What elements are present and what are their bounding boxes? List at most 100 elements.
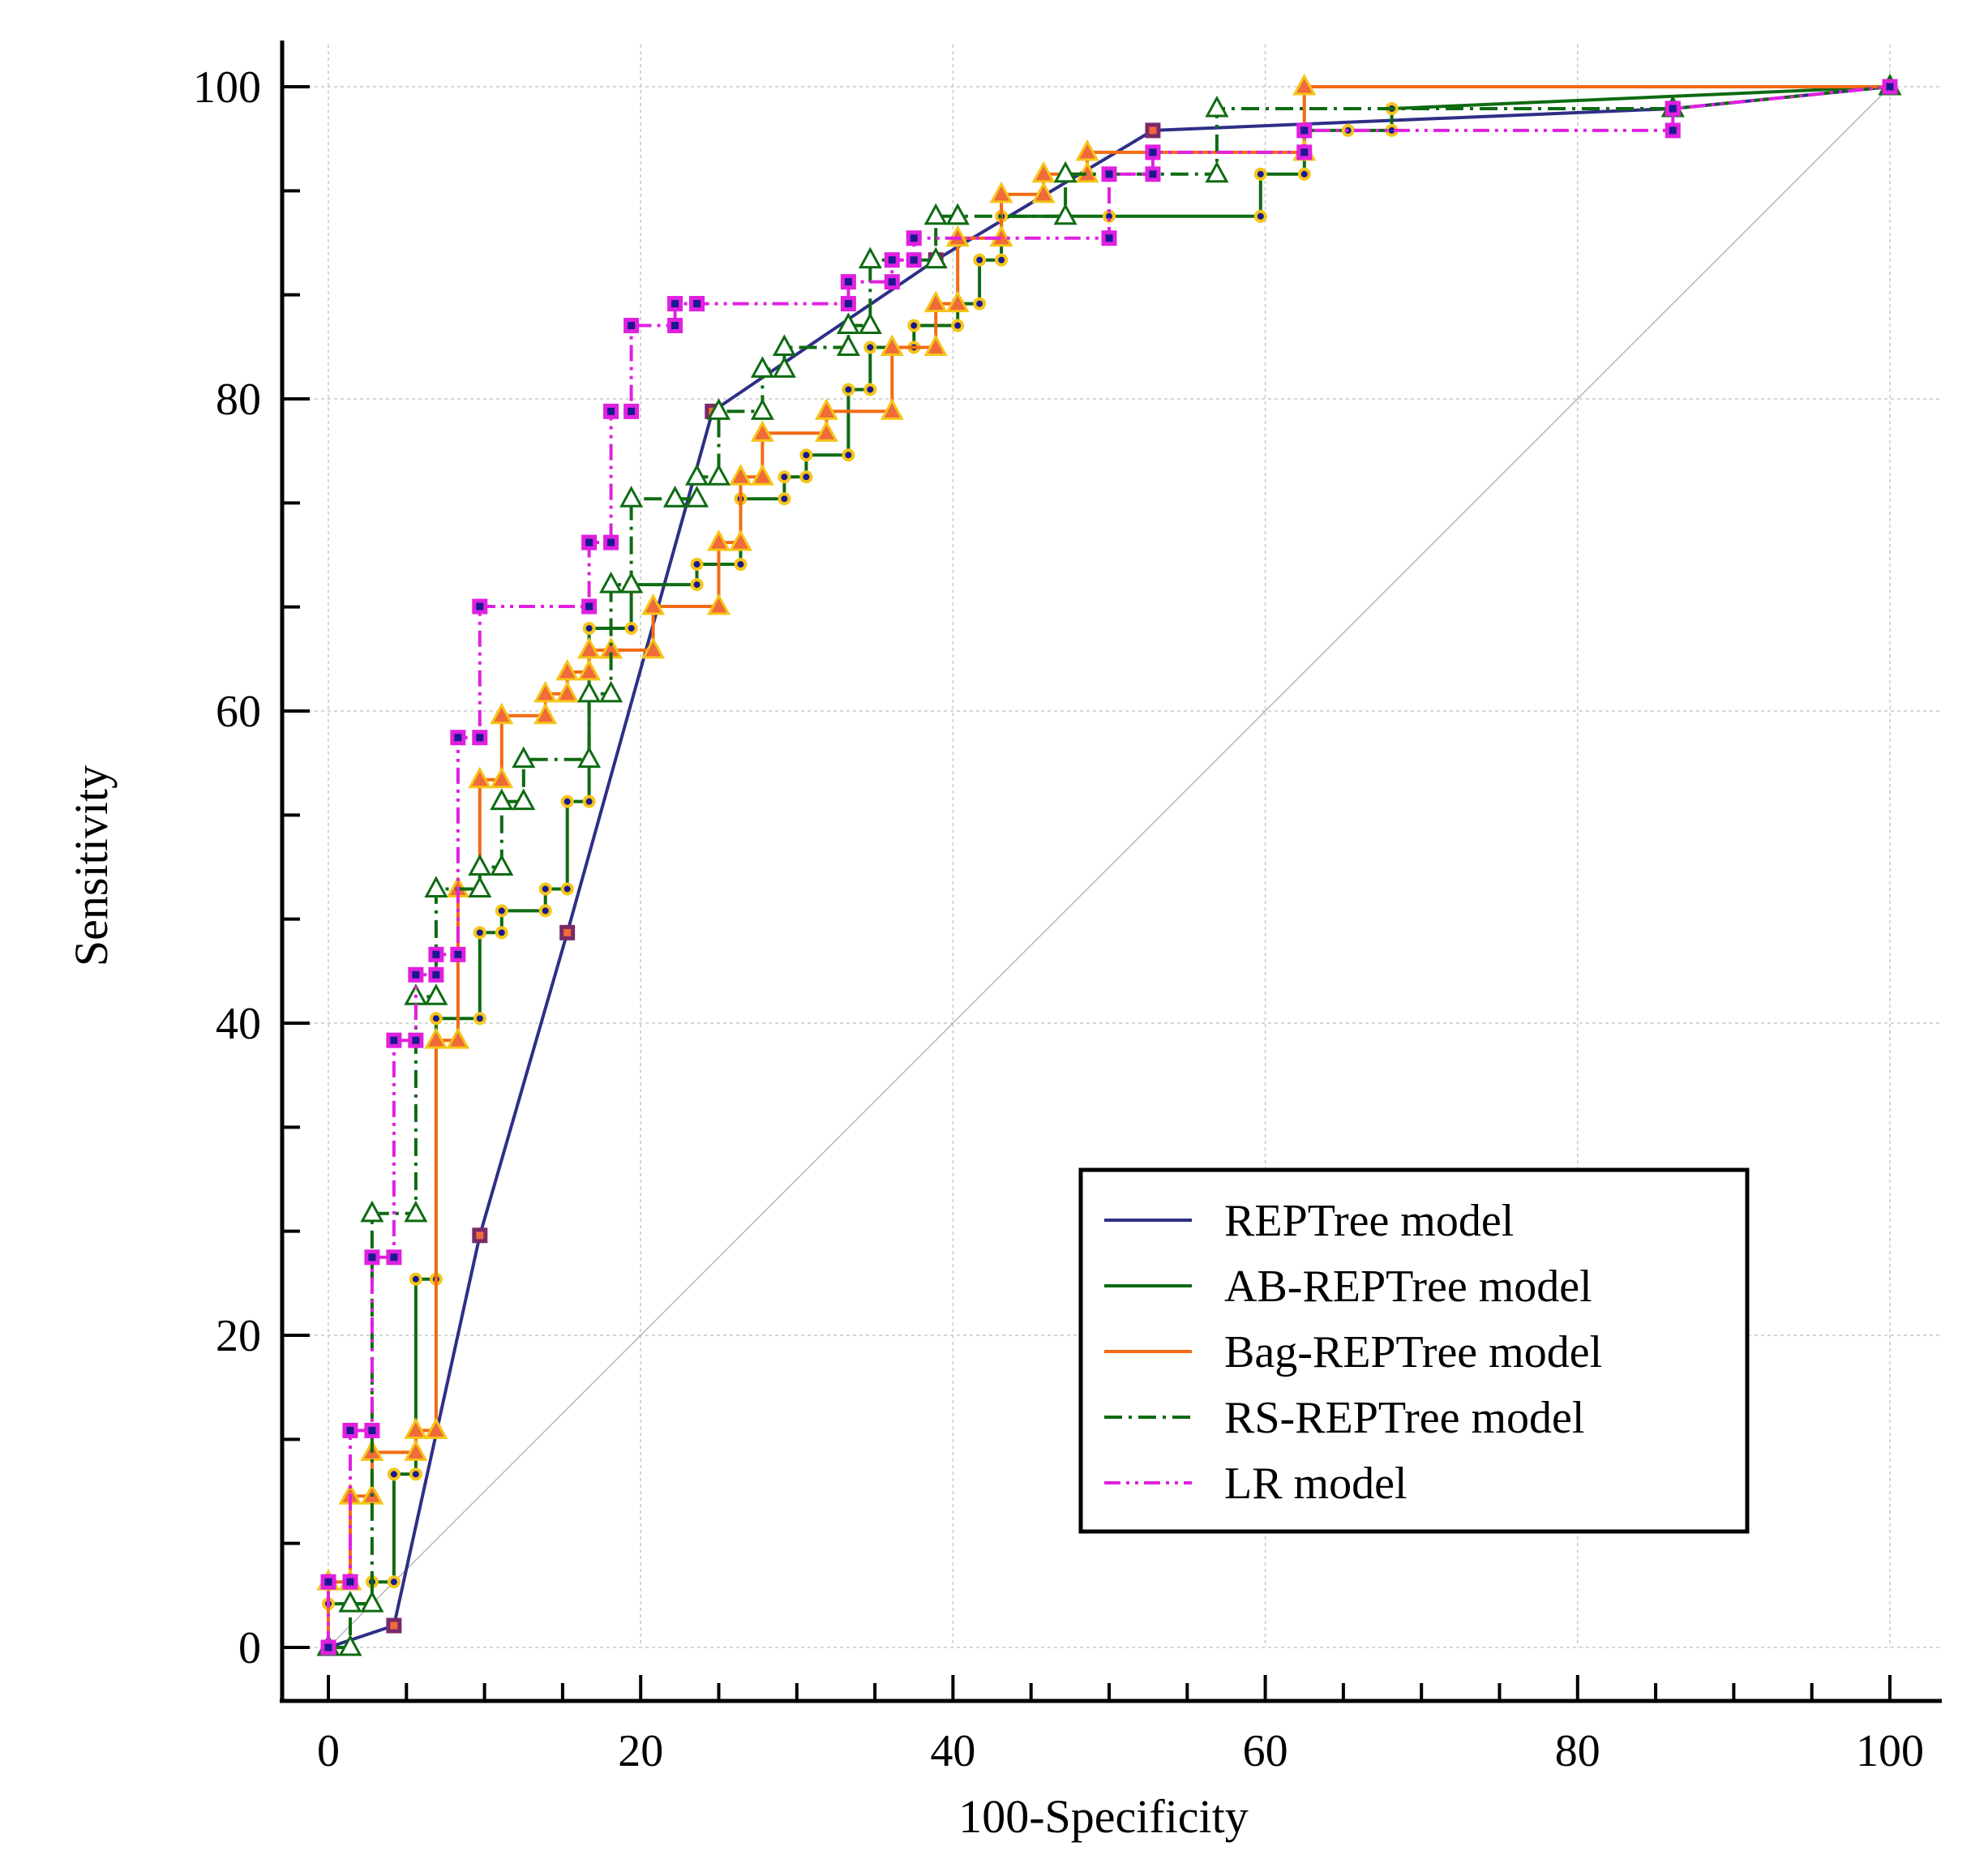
data-point — [728, 464, 752, 486]
data-point — [995, 253, 1009, 267]
data-point — [706, 464, 731, 486]
y-tick-label: 0 — [238, 1623, 261, 1673]
series-5 — [320, 79, 1898, 1656]
x-tick-label: 80 — [1555, 1726, 1600, 1776]
data-point — [338, 1590, 362, 1613]
data-point — [450, 730, 466, 746]
data-point — [364, 1422, 380, 1438]
data-point — [973, 253, 987, 267]
x-tick-label: 60 — [1243, 1726, 1288, 1776]
data-point — [690, 578, 704, 592]
data-point — [1253, 167, 1267, 181]
data-point — [750, 464, 774, 486]
tick-labels: 0 20 40 60 80 100 0 20 40 60 80 100 — [193, 62, 1924, 1776]
data-point — [599, 571, 623, 593]
data-point — [490, 766, 514, 789]
data-point — [555, 680, 580, 703]
legend-label: REPTree model — [1224, 1196, 1514, 1246]
data-point — [581, 534, 598, 550]
legend: REPTree model AB-REPTree model Bag-REPTree… — [1078, 1167, 1750, 1534]
data-point — [799, 448, 813, 462]
data-point — [472, 598, 488, 615]
data-point — [1075, 139, 1099, 161]
data-point — [923, 246, 948, 269]
data-point — [973, 297, 987, 311]
data-point — [836, 312, 860, 335]
y-tick-label: 80 — [216, 375, 261, 425]
y-tick-label: 20 — [216, 1311, 261, 1361]
axes — [280, 41, 1942, 1703]
data-point — [750, 420, 774, 442]
data-point — [538, 904, 552, 918]
data-point — [490, 788, 514, 811]
data-point — [1297, 167, 1311, 181]
data-point — [1665, 122, 1681, 139]
data-point — [538, 882, 552, 896]
y-tick-label: 60 — [216, 687, 261, 737]
data-point — [728, 529, 752, 551]
data-point — [923, 334, 948, 356]
data-point — [468, 854, 492, 876]
data-point — [685, 486, 709, 508]
data-point — [863, 341, 877, 354]
series-3 — [316, 73, 1902, 1656]
data-point — [599, 680, 623, 703]
reference-diagonal — [328, 86, 1891, 1648]
data-point — [603, 534, 619, 550]
data-point — [923, 290, 948, 313]
data-point — [1053, 161, 1078, 183]
legend-label: AB-REPTree model — [1224, 1262, 1592, 1312]
data-point — [582, 795, 596, 808]
data-point — [667, 296, 683, 312]
data-point — [945, 290, 970, 313]
data-point — [814, 420, 838, 442]
data-point — [424, 876, 448, 897]
series-4 — [316, 73, 1902, 1656]
data-point — [641, 593, 666, 615]
data-point — [619, 486, 644, 508]
data-point — [577, 658, 602, 681]
data-point — [667, 318, 683, 334]
data-point — [360, 1590, 384, 1613]
data-point — [842, 448, 855, 462]
data-point — [446, 1027, 470, 1049]
legend-label: Bag-REPTree model — [1224, 1327, 1602, 1377]
data-point — [338, 1634, 362, 1656]
data-point — [360, 1200, 384, 1223]
data-point — [533, 702, 558, 725]
data-point — [512, 746, 536, 769]
data-point — [386, 1032, 402, 1048]
data-point — [1031, 181, 1056, 203]
legend-label: RS-REPTree model — [1224, 1393, 1584, 1443]
series-markers — [316, 73, 1902, 1656]
data-point — [858, 312, 882, 335]
data-point — [690, 558, 704, 572]
data-point — [387, 1575, 401, 1589]
data-point — [1145, 144, 1161, 161]
data-point — [1101, 230, 1117, 246]
data-point — [1253, 209, 1267, 223]
data-point — [1296, 122, 1313, 139]
series-layer — [316, 73, 1902, 1656]
data-point — [490, 702, 514, 725]
data-point — [1031, 161, 1056, 183]
data-point — [706, 593, 731, 615]
data-point — [863, 383, 877, 396]
series-line — [327, 85, 1891, 1647]
data-point — [706, 529, 731, 551]
data-point — [880, 334, 904, 356]
data-point — [685, 464, 709, 486]
data-point — [408, 966, 424, 983]
data-point — [1053, 203, 1078, 225]
data-point — [320, 1639, 336, 1656]
data-point — [1296, 144, 1313, 161]
data-point — [951, 319, 965, 332]
data-point — [778, 492, 791, 506]
x-tick-label: 20 — [618, 1726, 663, 1776]
data-point — [577, 746, 602, 769]
data-point — [778, 470, 791, 484]
x-tick-label: 0 — [317, 1726, 340, 1776]
x-tick-label: 40 — [930, 1726, 975, 1776]
data-point — [468, 766, 492, 789]
data-point — [945, 203, 970, 225]
